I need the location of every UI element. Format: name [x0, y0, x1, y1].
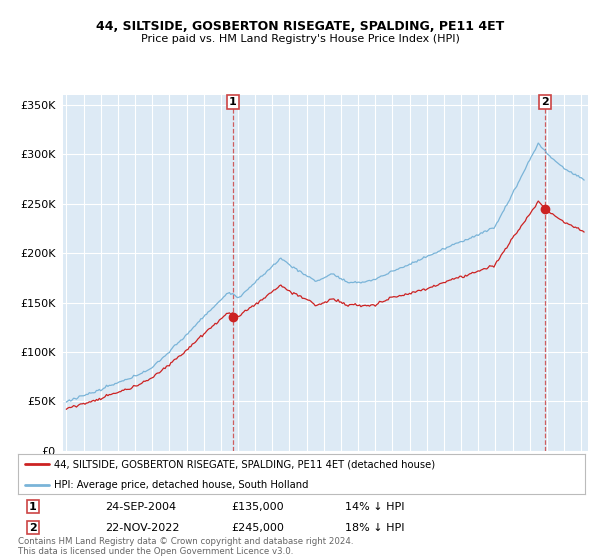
- Text: 44, SILTSIDE, GOSBERTON RISEGATE, SPALDING, PE11 4ET (detached house): 44, SILTSIDE, GOSBERTON RISEGATE, SPALDI…: [54, 460, 435, 469]
- Text: £135,000: £135,000: [231, 502, 284, 512]
- Text: 2: 2: [541, 97, 548, 107]
- Text: 14% ↓ HPI: 14% ↓ HPI: [345, 502, 404, 512]
- Text: Price paid vs. HM Land Registry's House Price Index (HPI): Price paid vs. HM Land Registry's House …: [140, 34, 460, 44]
- Text: Contains HM Land Registry data © Crown copyright and database right 2024.
This d: Contains HM Land Registry data © Crown c…: [18, 536, 353, 556]
- Text: 1: 1: [229, 97, 237, 107]
- Text: HPI: Average price, detached house, South Holland: HPI: Average price, detached house, Sout…: [54, 480, 308, 489]
- Text: 22-NOV-2022: 22-NOV-2022: [105, 522, 179, 533]
- Text: 2: 2: [29, 522, 37, 533]
- Text: 18% ↓ HPI: 18% ↓ HPI: [345, 522, 404, 533]
- Text: 24-SEP-2004: 24-SEP-2004: [105, 502, 176, 512]
- Text: 1: 1: [29, 502, 37, 512]
- Text: £245,000: £245,000: [231, 522, 284, 533]
- Text: 44, SILTSIDE, GOSBERTON RISEGATE, SPALDING, PE11 4ET: 44, SILTSIDE, GOSBERTON RISEGATE, SPALDI…: [96, 20, 504, 32]
